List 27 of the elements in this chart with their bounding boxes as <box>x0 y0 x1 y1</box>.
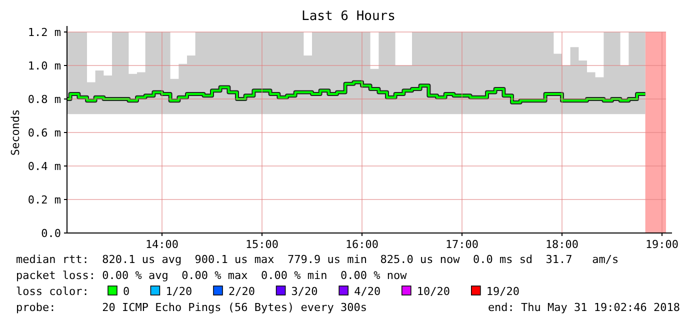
chart-title: Last 6 Hours <box>302 9 396 24</box>
y-tick-label: 0.6 m <box>28 126 62 140</box>
x-tick-label: 19:00 <box>645 238 679 251</box>
legend-label: 4/20 <box>354 285 381 298</box>
legend-label: 10/20 <box>416 285 450 298</box>
y-tick-label: 0.0 <box>41 226 61 240</box>
x-tick-label: 14:00 <box>145 238 179 251</box>
text: packet loss: 0.00 % avg 0.00 % max 0.00 % min 0.00 % now <box>16 269 408 282</box>
y-tick-label: 1.0 m <box>28 59 62 72</box>
legend-label: 1/20 <box>166 285 192 298</box>
x-tick-label: 15:00 <box>245 238 279 251</box>
legend-label: 2/20 <box>228 285 255 298</box>
text: probe: 20 ICMP Echo Pings (56 Bytes) every 300s <box>16 301 367 314</box>
y-tick-label: 0.8 m <box>28 92 62 106</box>
legend-label: 0 <box>123 285 130 298</box>
x-tick-label: 18:00 <box>545 238 579 251</box>
text: median rtt: 820.1 us avg 900.1 us max 779.9 us min 825.0 us now 0.0 ms sd 31.7 am/s <box>16 253 619 266</box>
x-tick-label: 16:00 <box>345 238 379 251</box>
y-tick-label: 0.2 m <box>28 193 62 206</box>
legend-label: 3/20 <box>291 285 318 298</box>
y-axis-title: Seconds <box>9 109 22 156</box>
x-tick-label: 17:00 <box>445 238 479 251</box>
legend-label: 19/20 <box>486 285 520 298</box>
legend-title: loss color: <box>16 285 89 298</box>
y-tick-label: 1.2 m <box>28 26 62 39</box>
y-tick-label: 0.4 m <box>28 160 62 173</box>
text: end: Thu May 31 19:02:46 2018 <box>488 301 680 314</box>
